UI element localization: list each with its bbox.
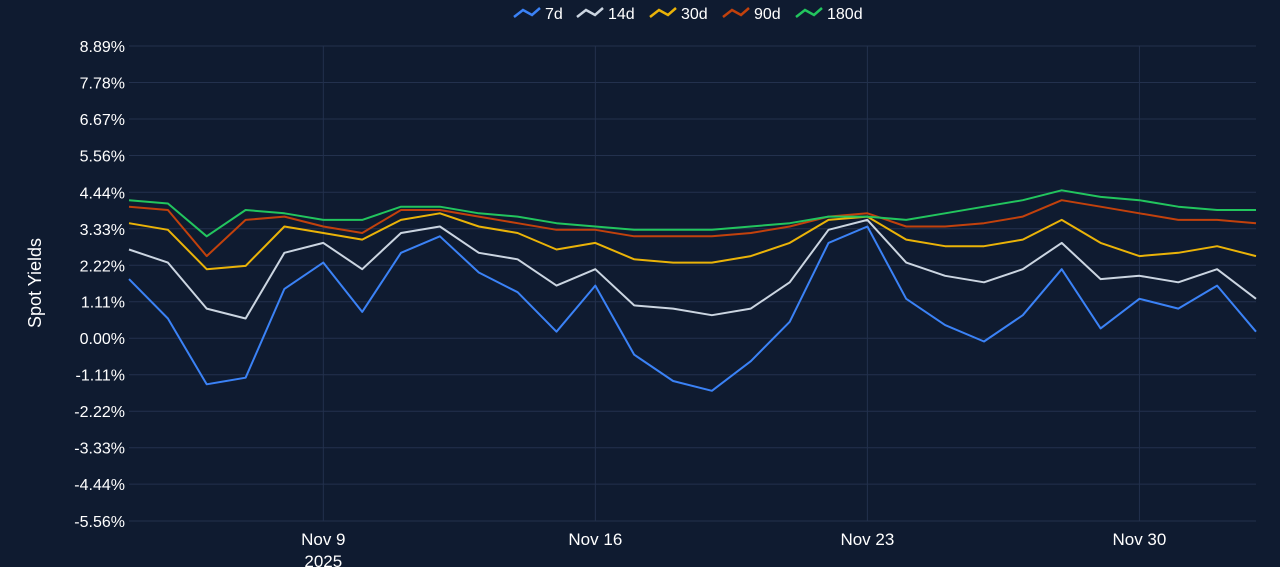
x-axis-ticks: Nov 9 2025 Nov 16 Nov 23 Nov 30: [301, 530, 1166, 567]
x-tick-label: Nov 9: [301, 530, 345, 549]
legend-item-180d[interactable]: 180d: [795, 6, 863, 23]
y-tick-label: 6.67%: [80, 112, 125, 129]
y-tick-label: 1.11%: [81, 295, 125, 312]
series-lines: [128, 189, 1257, 392]
y-tick-label: 0.00%: [80, 331, 125, 348]
y-tick-label: -4.44%: [74, 477, 125, 494]
legend-label-30d: 30d: [681, 6, 708, 23]
y-tick-label: -1.11%: [75, 368, 125, 385]
legend-label-180d: 180d: [827, 6, 863, 23]
y-tick-label: 8.89%: [80, 39, 125, 56]
y-tick-label: -3.33%: [74, 441, 125, 458]
legend-swatch-30d: [649, 7, 677, 18]
y-tick-label: -5.56%: [74, 514, 125, 531]
legend: 7d 14d 30d 90d 180d: [513, 6, 863, 23]
legend-swatch-180d: [795, 7, 823, 18]
legend-item-7d[interactable]: 7d: [513, 6, 563, 23]
x-tick-label: Nov 16: [568, 530, 622, 549]
legend-swatch-7d: [513, 7, 541, 18]
legend-swatch-90d: [722, 7, 750, 18]
y-axis-label: Spot Yields: [25, 238, 45, 328]
y-tick-label: 3.33%: [80, 222, 125, 239]
y-axis-ticks: 8.89% 7.78% 6.67% 5.56% 4.44% 3.33% 2.22% 1.11%…: [74, 39, 125, 531]
series-line-180d: [128, 189, 1256, 238]
x-tick-year-label: 2025: [304, 552, 342, 567]
series-line-14d: [128, 218, 1257, 320]
x-tick-label: Nov 23: [840, 530, 894, 549]
legend-label-14d: 14d: [608, 6, 635, 23]
series-line-30d: [128, 212, 1257, 271]
grid: [129, 45, 1256, 522]
legend-label-90d: 90d: [754, 6, 781, 23]
x-tick-label: Nov 30: [1112, 530, 1166, 549]
y-tick-label: 5.56%: [80, 148, 125, 165]
series-line-7d: [128, 225, 1257, 392]
y-tick-label: 4.44%: [80, 185, 125, 202]
legend-item-30d[interactable]: 30d: [649, 6, 708, 23]
legend-item-14d[interactable]: 14d: [576, 6, 635, 23]
y-tick-label: 2.22%: [80, 258, 125, 275]
legend-item-90d[interactable]: 90d: [722, 6, 781, 23]
legend-swatch-14d: [576, 7, 604, 18]
y-tick-label: 7.78%: [80, 75, 125, 92]
series-line-90d: [128, 199, 1257, 258]
y-tick-label: -2.22%: [74, 404, 125, 421]
legend-label-7d: 7d: [545, 6, 563, 23]
